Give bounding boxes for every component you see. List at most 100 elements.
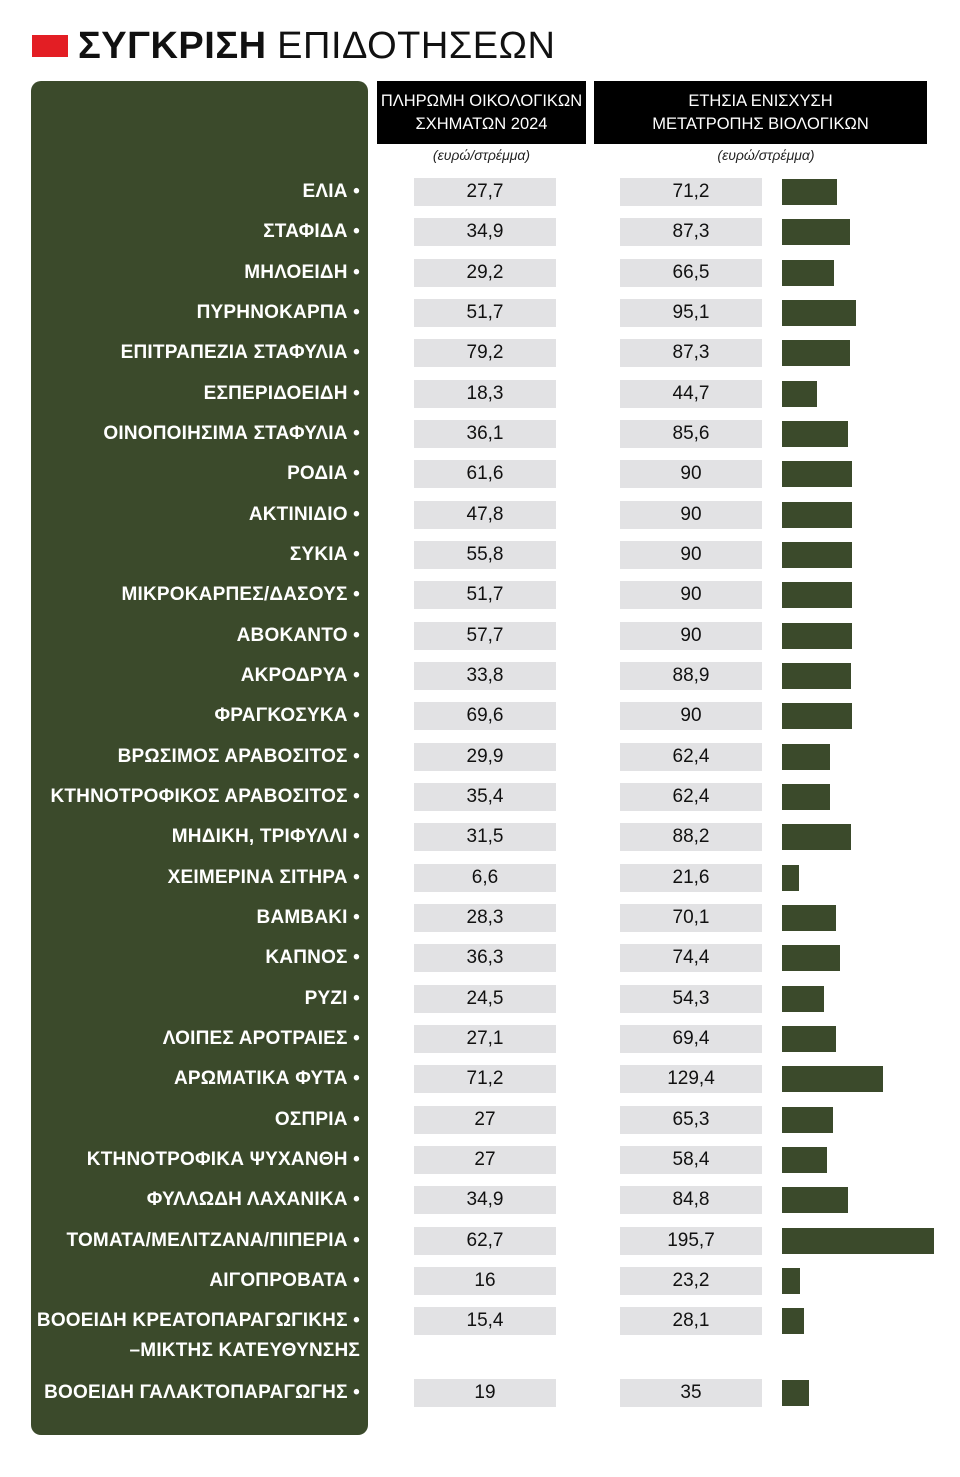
organic-conversion-value-cell: 70,1 — [620, 903, 762, 932]
row-label: ΒΟΟΕΙΔΗ ΚΡΕΑΤΟΠΑΡΑΓΩΓΙΚΗΣ • –ΜΙΚΤΗΣ ΚΑΤΕ… — [36, 1310, 360, 1362]
organic-conversion-value-cell: 129,4 — [620, 1065, 762, 1094]
eco-scheme-value-cell: 27 — [414, 1105, 556, 1134]
organic-conversion-value-cell: 44,7 — [620, 379, 762, 408]
eco-scheme-value-cell: 27,7 — [414, 178, 556, 206]
eco-scheme-value-cell: 6,6 — [414, 863, 556, 892]
row-label: ΛΟΙΠΕΣ ΑΡΟΤΡΑΙΕΣ • — [162, 1027, 360, 1049]
eco-scheme-value-cell: 57,7 — [414, 621, 556, 650]
row-label: ΡΟΔΙΑ • — [287, 463, 360, 485]
eco-scheme-value-cell: 55,8 — [414, 540, 556, 569]
eco-scheme-value-cell: 35,4 — [414, 782, 556, 811]
row-label: ΦΥΛΛΩΔΗ ΛΑΧΑΝΙΚΑ • — [146, 1189, 360, 1211]
row-label: ΟΙΝΟΠΟΙΗΣΙΜΑ ΣΤΑΦΥΛΙΑ • — [103, 422, 360, 444]
organic-conversion-bar — [782, 179, 837, 205]
organic-conversion-bar — [782, 703, 852, 730]
organic-conversion-value-cell: 71,2 — [620, 178, 762, 206]
eco-scheme-value-cell: 29,9 — [414, 742, 556, 771]
organic-conversion-bar — [782, 380, 817, 407]
organic-conversion-bar — [782, 541, 852, 568]
eco-scheme-value-cell: 27,1 — [414, 1024, 556, 1053]
organic-conversion-bar — [782, 461, 852, 488]
eco-scheme-value-cell: 34,9 — [414, 1186, 556, 1215]
row-label: ΡΥΖΙ • — [304, 987, 360, 1009]
organic-conversion-value-cell: 28,1 — [620, 1307, 762, 1336]
organic-conversion-value-cell: 90 — [620, 621, 762, 650]
column-unit-organic-conversion: (ευρώ/στρέμμα) — [717, 147, 815, 163]
eco-scheme-value-cell: 33,8 — [414, 661, 556, 690]
organic-conversion-value-cell: 90 — [620, 702, 762, 731]
organic-conversion-bar — [782, 501, 852, 528]
organic-conversion-value-cell: 90 — [620, 581, 762, 610]
column-unit-eco-schemes: (ευρώ/στρέμμα) — [432, 147, 531, 163]
row-label: ΜΗΛΟΕΙΔΗ • — [244, 261, 360, 283]
organic-conversion-value-cell: 65,3 — [620, 1105, 762, 1134]
row-label: ΒΡΩΣΙΜΟΣ ΑΡΑΒΟΣΙΤΟΣ • — [117, 745, 360, 767]
organic-conversion-value-cell: 88,2 — [620, 823, 762, 852]
organic-conversion-bar — [782, 219, 850, 246]
row-label: ΕΣΠΕΡΙΔΟΕΙΔΗ • — [203, 382, 360, 404]
organic-conversion-bar — [782, 945, 840, 972]
row-label: ΧΕΙΜΕΡΙΝΑ ΣΙΤΗΡΑ • — [167, 866, 360, 888]
organic-conversion-bar — [782, 1227, 934, 1254]
organic-conversion-value-cell: 69,4 — [620, 1024, 762, 1053]
eco-scheme-value-cell: 19 — [414, 1379, 556, 1407]
row-label: ΑΡΩΜΑΤΙΚΑ ΦΥΤΑ • — [174, 1068, 360, 1090]
row-label: ΚΤΗΝΟΤΡΟΦΙΚΟΣ ΑΡΑΒΟΣΙΤΟΣ • — [50, 785, 360, 807]
row-label: ΤΟΜΑΤΑ/ΜΕΛΙΤΖΑΝΑ/ΠΙΠΕΡΙΑ • — [66, 1229, 360, 1251]
row-label: ΚΤΗΝΟΤΡΟΦΙΚΑ ΨΥΧΑΝΘΗ • — [86, 1148, 360, 1170]
category-label-panel — [31, 81, 368, 1435]
organic-conversion-bar — [782, 622, 852, 649]
eco-scheme-value-cell: 28,3 — [414, 903, 556, 932]
organic-conversion-value-cell: 88,9 — [620, 661, 762, 690]
organic-conversion-bar — [782, 904, 836, 931]
eco-scheme-value-cell: 47,8 — [414, 500, 556, 529]
organic-conversion-value-cell: 90 — [620, 540, 762, 569]
organic-conversion-value-cell: 66,5 — [620, 258, 762, 287]
organic-conversion-value-cell: 62,4 — [620, 742, 762, 771]
eco-scheme-value-cell: 15,4 — [414, 1307, 556, 1336]
row-label: ΑΚΡΟΔΡΥΑ • — [240, 664, 360, 686]
organic-conversion-bar — [782, 1267, 800, 1294]
eco-scheme-value-cell: 51,7 — [414, 581, 556, 610]
eco-scheme-value-cell: 69,6 — [414, 702, 556, 731]
organic-conversion-value-cell: 195,7 — [620, 1226, 762, 1255]
eco-scheme-value-cell: 31,5 — [414, 823, 556, 852]
organic-conversion-bar — [782, 864, 799, 891]
eco-scheme-value-cell: 36,3 — [414, 944, 556, 973]
organic-conversion-bar — [782, 743, 830, 770]
title-light: ΕΠΙΔΟΤΗΣΕΩΝ — [277, 25, 556, 67]
organic-conversion-value-cell: 35 — [620, 1379, 762, 1407]
eco-scheme-value-cell: 79,2 — [414, 339, 556, 368]
organic-conversion-value-cell: 21,6 — [620, 863, 762, 892]
organic-conversion-value-cell: 87,3 — [620, 218, 762, 247]
eco-scheme-value-cell: 16 — [414, 1266, 556, 1295]
organic-conversion-bar — [782, 1146, 827, 1173]
organic-conversion-value-cell: 90 — [620, 460, 762, 489]
row-label: ΑΒΟΚΑΝΤΟ • — [236, 624, 360, 646]
row-label: ΜΙΚΡΟΚΑΡΠΕΣ/ΔΑΣΟΥΣ • — [121, 584, 360, 606]
eco-scheme-value-cell: 29,2 — [414, 258, 556, 287]
eco-scheme-value-cell: 18,3 — [414, 379, 556, 408]
organic-conversion-value-cell: 58,4 — [620, 1145, 762, 1174]
row-label: ΦΡΑΓΚΟΣΥΚΑ • — [214, 705, 360, 727]
eco-scheme-value-cell: 34,9 — [414, 218, 556, 247]
eco-scheme-value-cell: 51,7 — [414, 298, 556, 327]
row-label: ΣΥΚΙΑ • — [289, 543, 360, 565]
organic-conversion-bar — [782, 582, 852, 609]
organic-conversion-bar — [782, 420, 848, 447]
organic-conversion-value-cell: 90 — [620, 500, 762, 529]
eco-scheme-value-cell: 36,1 — [414, 419, 556, 448]
organic-conversion-bar — [782, 1380, 809, 1406]
eco-scheme-value-cell: 24,5 — [414, 984, 556, 1013]
organic-conversion-value-cell: 87,3 — [620, 339, 762, 368]
row-label: ΚΑΠΝΟΣ • — [265, 947, 360, 969]
organic-conversion-bar — [782, 1066, 883, 1093]
column-header-eco-schemes: ΠΛΗΡΩΜΗ ΟΙΚΟΛΟΓΙΚΩΝ ΣΧΗΜΑΤΩΝ 2024 — [377, 81, 586, 144]
organic-conversion-bar — [782, 1187, 848, 1214]
organic-conversion-value-cell: 23,2 — [620, 1266, 762, 1295]
organic-conversion-value-cell: 85,6 — [620, 419, 762, 448]
organic-conversion-bar — [782, 1025, 836, 1052]
organic-conversion-value-cell: 74,4 — [620, 944, 762, 973]
organic-conversion-bar — [782, 783, 830, 810]
row-label: ΜΗΔΙΚΗ, ΤΡΙΦΥΛΛΙ • — [171, 826, 360, 848]
